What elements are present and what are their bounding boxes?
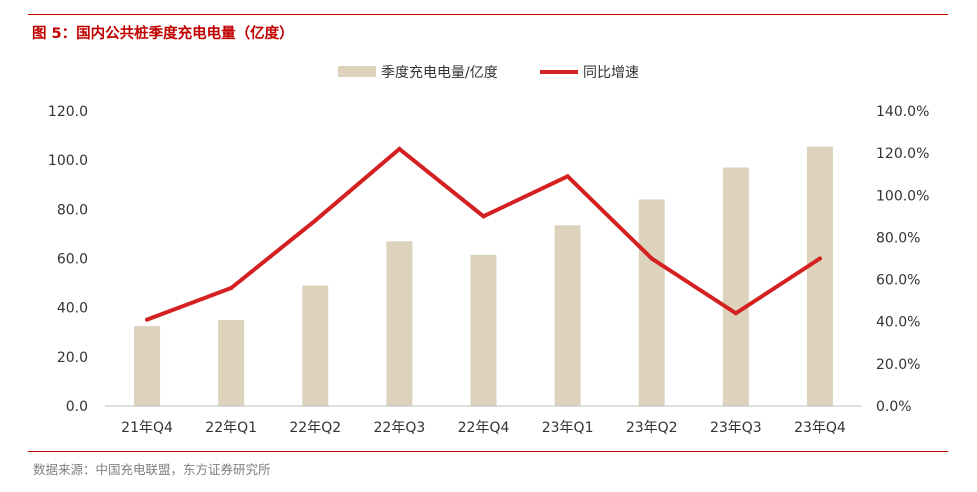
bar [386, 241, 413, 406]
bar [218, 319, 245, 406]
bar [302, 285, 329, 406]
bar [470, 254, 497, 406]
legend-bar-swatch [338, 66, 376, 77]
y-tick-label: 60.0 [57, 252, 88, 268]
bars [134, 146, 833, 407]
bar [806, 146, 833, 407]
y-tick-label: 20.0 [57, 350, 88, 366]
x-tick-label: 23年Q3 [710, 420, 762, 436]
y2-tick-label: 0.0% [876, 399, 912, 415]
line-point [565, 174, 570, 179]
legend-bar-label: 季度充电电量/亿度 [381, 65, 498, 81]
y2-tick-label: 120.0% [876, 146, 929, 162]
y2-tick-label: 40.0% [876, 315, 920, 331]
line-point [733, 311, 738, 316]
x-axis: 21年Q4 22年Q1 22年Q2 22年Q3 22年Q4 23年Q1 23年Q2 23年Q3… [121, 420, 846, 436]
top-rule [28, 14, 948, 15]
bar [722, 167, 749, 406]
chart-title: 图 5：国内公共桩季度充电电量（亿度） [32, 26, 294, 42]
right-axis: 0.0% 20.0% 40.0% 60.0% 80.0% 100.0% 120.0% 140.… [876, 104, 929, 415]
x-tick-label: 21年Q4 [121, 420, 173, 436]
x-tick-label: 22年Q3 [374, 420, 426, 436]
y2-tick-label: 80.0% [876, 230, 920, 246]
y2-tick-label: 60.0% [876, 273, 920, 289]
x-tick-label: 22年Q1 [205, 420, 257, 436]
y-tick-label: 120.0 [48, 104, 88, 120]
line-point [481, 214, 486, 219]
legend: 季度充电电量/亿度 同比增速 [338, 65, 639, 81]
y-tick-label: 100.0 [48, 153, 88, 169]
line-point [229, 286, 234, 290]
line-layer [145, 146, 822, 322]
line-point [313, 218, 318, 223]
bar [554, 225, 581, 406]
y-tick-label: 40.0 [57, 301, 88, 317]
line-point [145, 317, 150, 322]
bottom-rule [28, 451, 948, 452]
line-point [397, 146, 402, 151]
x-tick-label: 23年Q2 [626, 420, 678, 436]
y-tick-label: 80.0 [57, 202, 88, 218]
x-tick-label: 22年Q4 [458, 420, 510, 436]
source-note: 数据来源：中国充电联盟，东方证券研究所 [33, 462, 271, 477]
y2-tick-label: 100.0% [876, 188, 929, 204]
x-tick-label: 23年Q1 [542, 420, 594, 436]
x-tick-label: 22年Q2 [289, 420, 341, 436]
line-point [817, 256, 822, 261]
x-tick-label: 23年Q4 [794, 420, 846, 436]
line-point [649, 256, 654, 261]
left-axis: 0.0 20.0 40.0 60.0 80.0 100.0 120.0 [48, 104, 88, 415]
legend-line-label: 同比增速 [583, 65, 639, 81]
y-tick-label: 0.0 [66, 399, 88, 415]
y2-tick-label: 20.0% [876, 357, 920, 373]
bar [638, 199, 665, 406]
y2-tick-label: 140.0% [876, 104, 929, 120]
bar [134, 326, 161, 406]
